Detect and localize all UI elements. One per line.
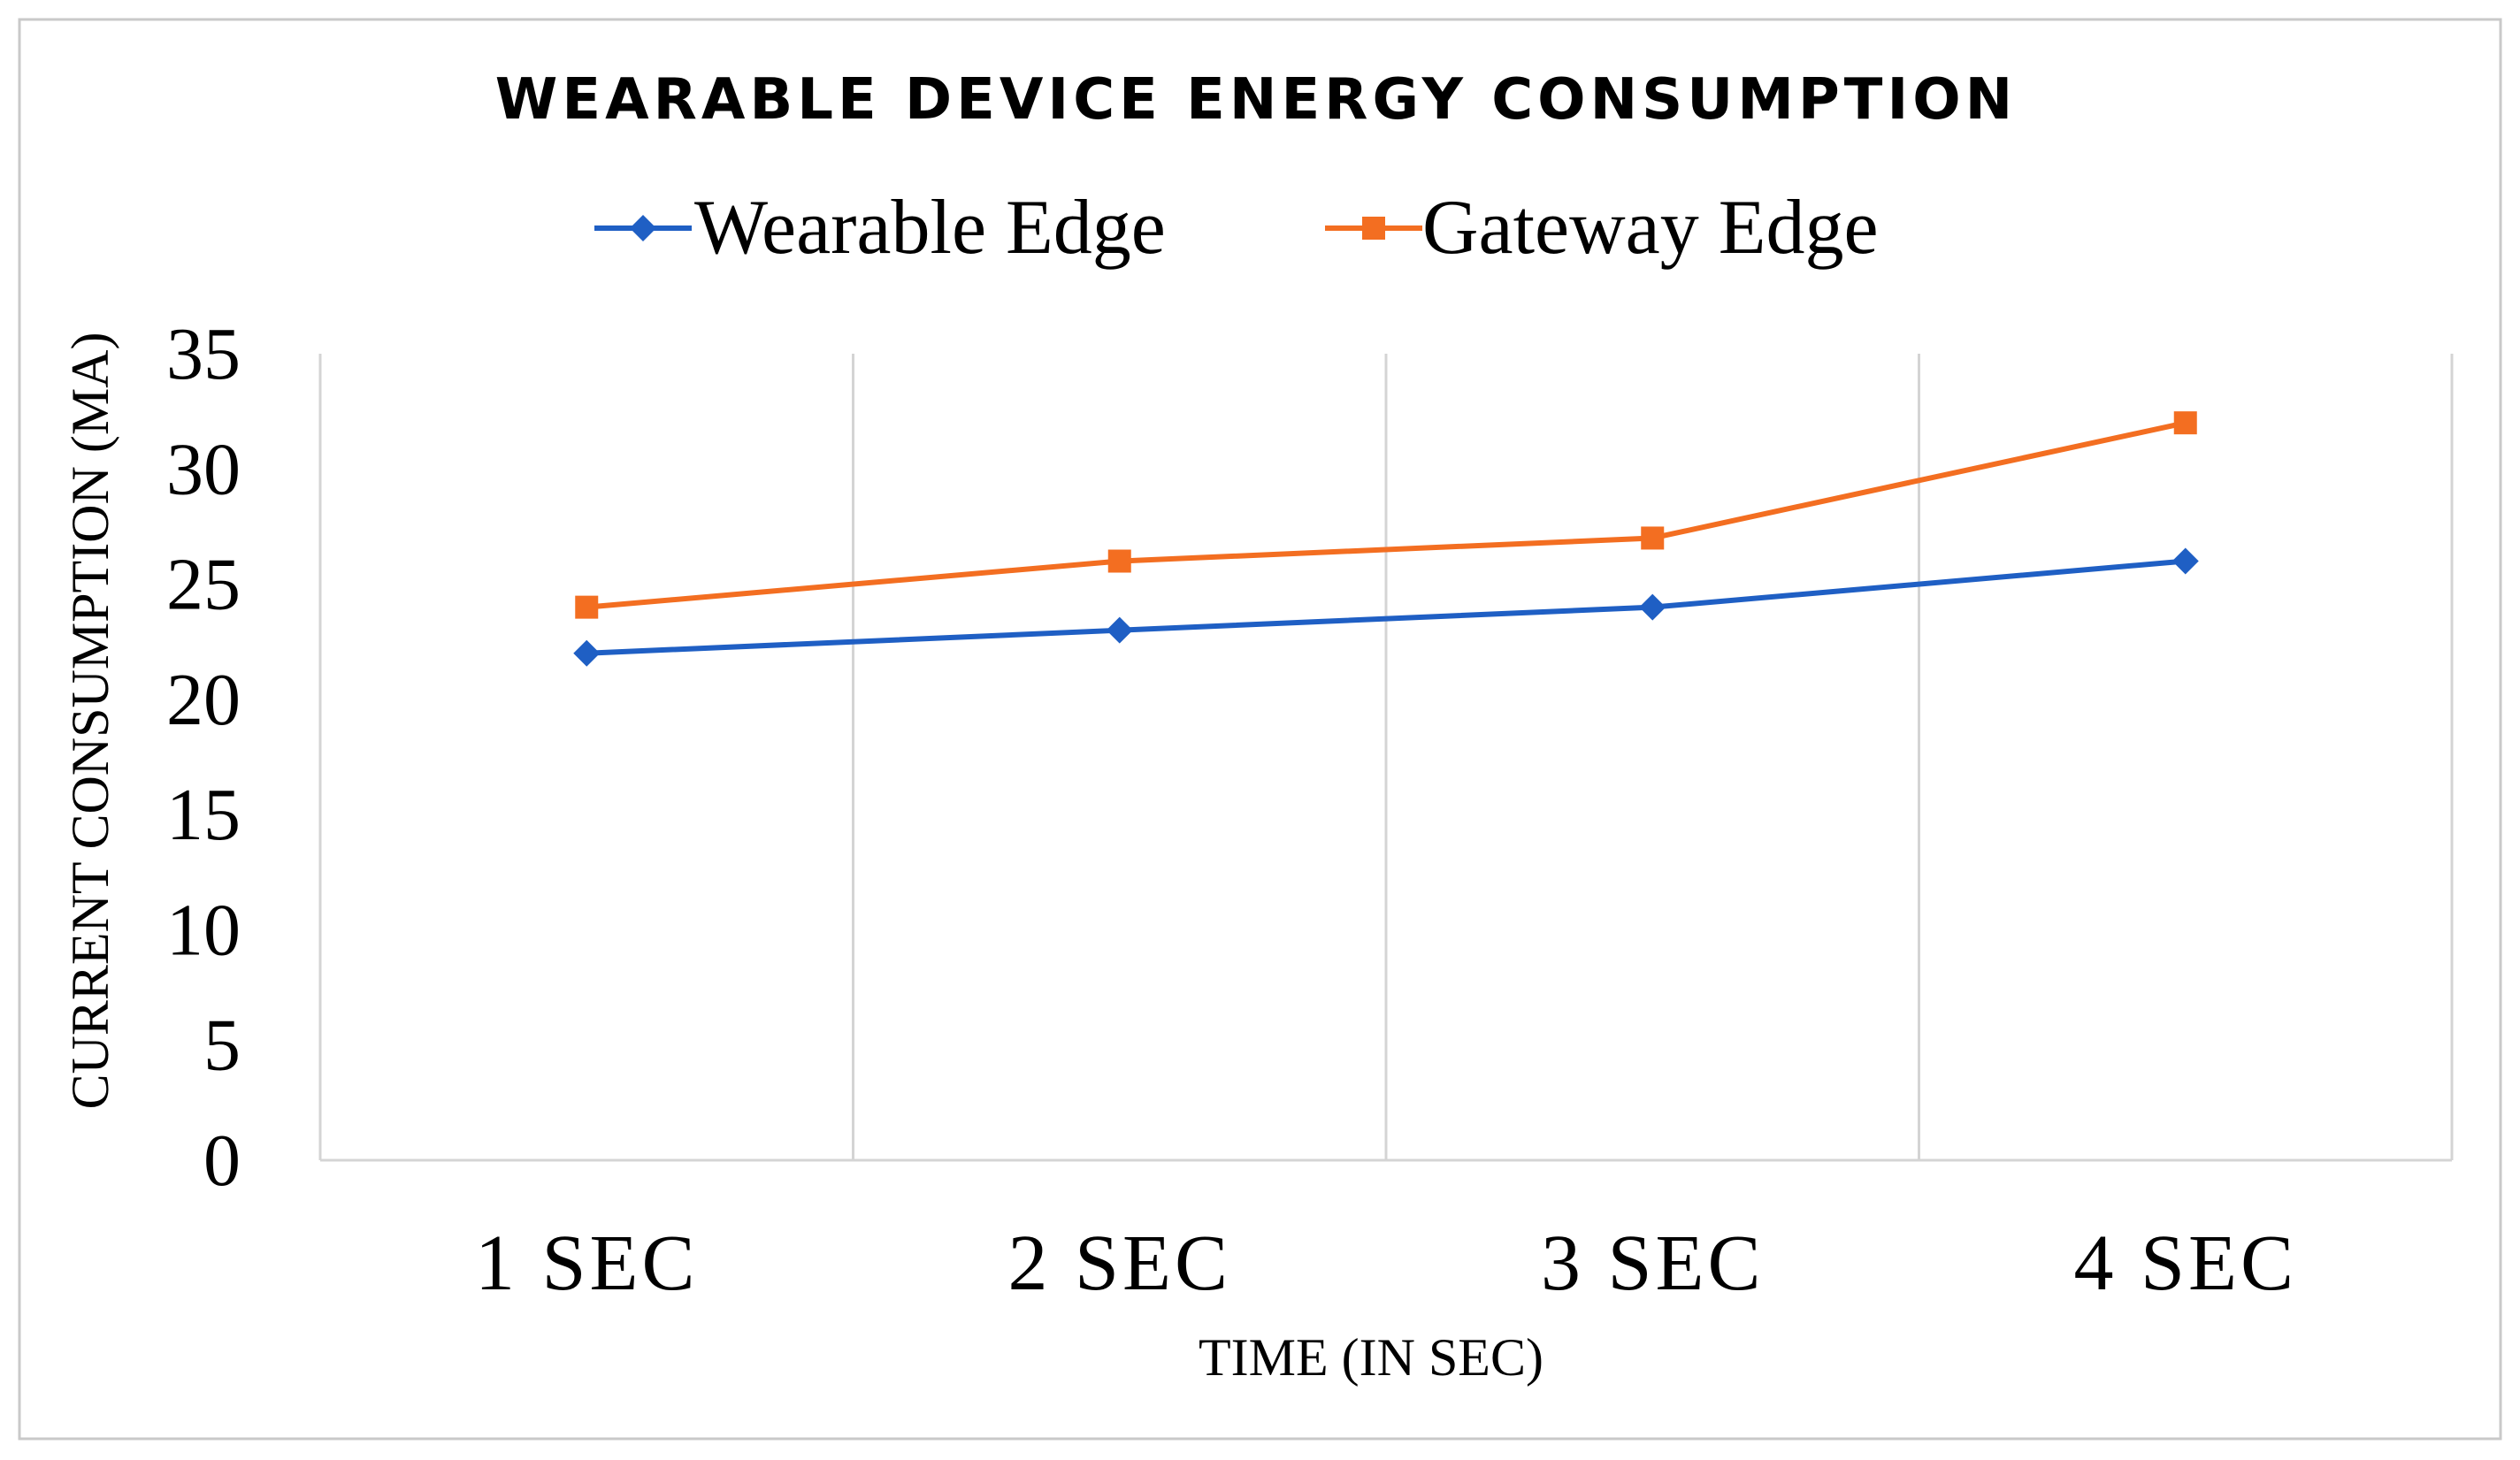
y-tick-label: 25 xyxy=(166,544,241,626)
legend-marker xyxy=(630,215,656,241)
y-tick-label: 5 xyxy=(203,1005,241,1087)
legend-label: Gateway Edge xyxy=(1422,185,1879,271)
x-tick-label: 4 SEC xyxy=(2073,1219,2297,1307)
chart-frame xyxy=(18,18,2502,1441)
x-tick-label: 2 SEC xyxy=(1007,1219,1231,1307)
y-tick-label: 15 xyxy=(166,774,241,856)
data-point xyxy=(2173,411,2197,435)
y-tick-label: 0 xyxy=(203,1120,241,1202)
y-tick-label: 35 xyxy=(166,313,241,395)
data-point xyxy=(575,595,599,619)
data-point xyxy=(1641,526,1665,550)
x-tick-label: 1 SEC xyxy=(475,1219,699,1307)
x-tick-label: 3 SEC xyxy=(1541,1219,1765,1307)
series-1 xyxy=(573,547,2199,667)
series-line xyxy=(586,420,2187,610)
y-axis-label: CURRENT CONSUMPTION (MA) xyxy=(61,333,119,1110)
grid xyxy=(318,354,2454,1162)
y-tick-label: 20 xyxy=(166,659,241,741)
series-line xyxy=(586,558,2187,656)
series-2 xyxy=(575,411,2197,619)
data-point xyxy=(2171,547,2199,575)
x-axis-ticks: 1 SEC 2 SEC 3 SEC 4 SEC xyxy=(475,1219,2297,1307)
data-point xyxy=(1106,616,1133,644)
data-point xyxy=(573,639,601,667)
legend-item: Wearable Edge xyxy=(594,185,1166,271)
legend-item: Gateway Edge xyxy=(1325,185,1879,271)
series-layer xyxy=(573,411,2199,667)
y-axis-ticks: 0 5 10 15 20 25 30 35 xyxy=(166,313,241,1202)
y-tick-label: 30 xyxy=(166,428,241,510)
legend: Wearable Edge Gateway Edge xyxy=(594,185,1879,271)
chart-title: WEARABLE DEVICE ENERGY CONSUMPTION xyxy=(495,67,2017,133)
data-point xyxy=(1639,593,1666,621)
x-axis-label: TIME (IN SEC) xyxy=(1199,1328,1543,1387)
y-tick-label: 10 xyxy=(166,889,241,971)
legend-marker xyxy=(1362,217,1385,240)
legend-label: Wearable Edge xyxy=(694,185,1166,271)
data-point xyxy=(1107,549,1131,573)
